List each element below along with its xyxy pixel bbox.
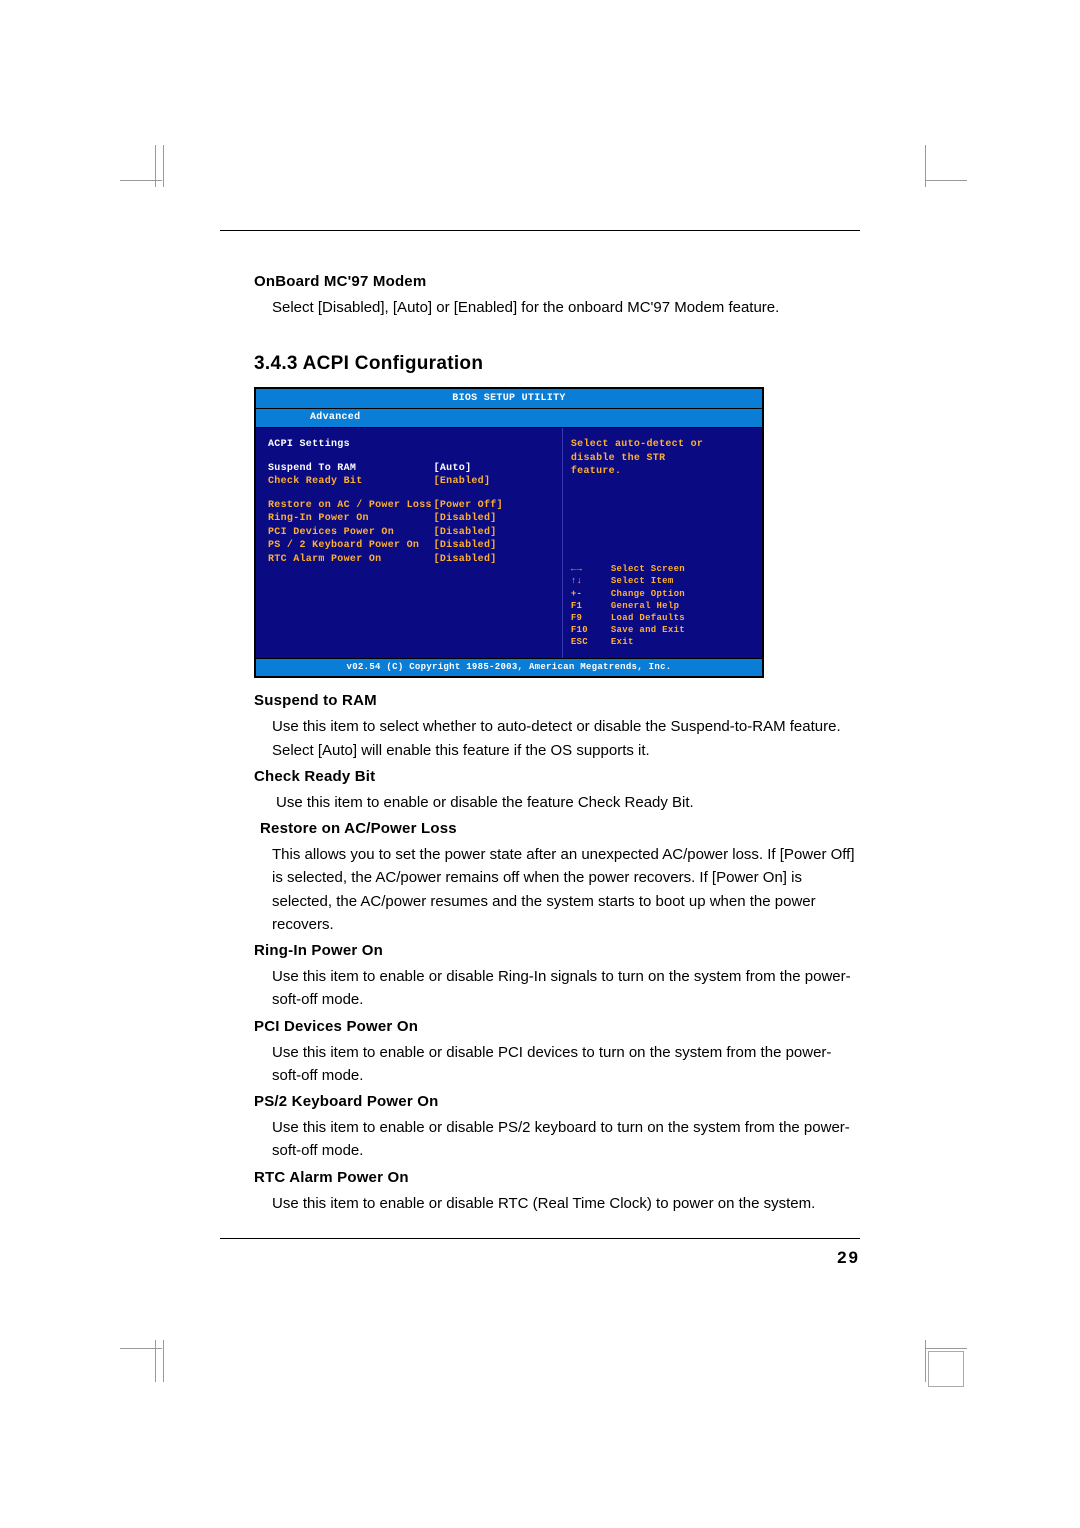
bios-nav-action: Change Option (611, 588, 685, 600)
bios-nav-key: ←→ (571, 563, 611, 575)
bios-setting-label: RTC Alarm Power On (268, 553, 434, 567)
bios-nav-key: F10 (571, 624, 611, 636)
bios-nav-key: ↑↓ (571, 575, 611, 587)
item-heading: RTC Alarm Power On (254, 1169, 860, 1186)
bios-setting-row: Suspend To RAM[Auto] (268, 462, 552, 476)
bios-nav-row: ↑↓Select Item (571, 575, 754, 587)
bios-nav-help: ←→Select Screen↑↓Select Item+-Change Opt… (571, 563, 754, 648)
page-content: OnBoard MC'97 Modem Select [Disabled], [… (220, 230, 860, 1221)
bios-setting-value: [Auto] (434, 462, 552, 476)
item-heading: Check Ready Bit (254, 768, 860, 785)
bios-right-pane: Select auto-detect or disable the STR fe… (563, 428, 762, 658)
bios-setting-row: Check Ready Bit[Enabled] (268, 475, 552, 489)
bios-nav-row: +-Change Option (571, 588, 754, 600)
item-heading: Restore on AC/Power Loss (260, 820, 860, 837)
bios-nav-key: +- (571, 588, 611, 600)
bios-setting-value: [Disabled] (434, 553, 552, 567)
bios-nav-action: Load Defaults (611, 612, 685, 624)
bios-setting-row: Ring-In Power On[Disabled] (268, 512, 552, 526)
bios-nav-key: F1 (571, 600, 611, 612)
item-heading: Suspend to RAM (254, 692, 860, 709)
bios-setting-value: [Power Off] (434, 499, 552, 513)
bios-nav-action: General Help (611, 600, 679, 612)
bios-left-pane: ACPI Settings Suspend To RAM[Auto]Check … (256, 428, 563, 658)
bios-nav-action: Save and Exit (611, 624, 685, 636)
item-heading: PS/2 Keyboard Power On (254, 1093, 860, 1110)
item-body: This allows you to set the power state a… (272, 843, 860, 936)
bios-nav-key: ESC (571, 636, 611, 648)
bios-acpi-heading: ACPI Settings (268, 438, 552, 452)
bios-nav-key: F9 (571, 612, 611, 624)
item-body: Use this item to enable or disable PCI d… (272, 1041, 860, 1088)
item-body: Use this item to enable or disable PS/2 … (272, 1116, 860, 1163)
item-heading: PCI Devices Power On (254, 1018, 860, 1035)
item-heading: Ring-In Power On (254, 942, 860, 959)
bios-nav-row: F10Save and Exit (571, 624, 754, 636)
bios-setting-row: PS / 2 Keyboard Power On[Disabled] (268, 539, 552, 553)
bios-screenshot: BIOS SETUP UTILITY Advanced ACPI Setting… (254, 387, 764, 678)
bios-nav-row: F9Load Defaults (571, 612, 754, 624)
bios-tab-row: Advanced (256, 409, 762, 429)
bios-nav-row: ESCExit (571, 636, 754, 648)
bottom-rule (220, 1238, 860, 1239)
bios-setting-value: [Enabled] (434, 475, 552, 489)
top-rule (220, 230, 860, 231)
item-body: Use this item to enable or disable the f… (276, 791, 860, 814)
bios-tab-advanced: Advanced (310, 412, 360, 423)
bios-nav-row: ←→Select Screen (571, 563, 754, 575)
bios-setting-value: [Disabled] (434, 512, 552, 526)
bios-nav-action: Select Screen (611, 563, 685, 575)
bios-setting-value: [Disabled] (434, 526, 552, 540)
bios-setting-row: Restore on AC / Power Loss[Power Off] (268, 499, 552, 513)
bios-setting-label: Check Ready Bit (268, 475, 434, 489)
bios-setting-row: RTC Alarm Power On[Disabled] (268, 553, 552, 567)
bios-setting-label: PS / 2 Keyboard Power On (268, 539, 434, 553)
item-body: Use this item to enable or disable Ring-… (272, 965, 860, 1012)
bios-nav-action: Select Item (611, 575, 674, 587)
onboard-modem-body: Select [Disabled], [Auto] or [Enabled] f… (272, 296, 860, 319)
bios-help-text: Select auto-detect or disable the STR fe… (571, 438, 754, 479)
onboard-modem-heading: OnBoard MC'97 Modem (254, 273, 860, 290)
bios-setting-row: PCI Devices Power On[Disabled] (268, 526, 552, 540)
bios-footer: v02.54 (C) Copyright 1985-2003, American… (256, 658, 762, 676)
bios-setting-value: [Disabled] (434, 539, 552, 553)
bios-setting-label: Restore on AC / Power Loss (268, 499, 434, 513)
bios-title: BIOS SETUP UTILITY (256, 389, 762, 409)
section-title: 3.4.3 ACPI Configuration (254, 353, 860, 375)
bios-setting-label: Ring-In Power On (268, 512, 434, 526)
item-body: Use this item to enable or disable RTC (… (272, 1192, 860, 1215)
item-body: Use this item to select whether to auto-… (272, 715, 860, 762)
bios-nav-action: Exit (611, 636, 634, 648)
bios-setting-label: Suspend To RAM (268, 462, 434, 476)
page-number: 29 (837, 1248, 860, 1268)
bios-nav-row: F1General Help (571, 600, 754, 612)
bios-setting-label: PCI Devices Power On (268, 526, 434, 540)
